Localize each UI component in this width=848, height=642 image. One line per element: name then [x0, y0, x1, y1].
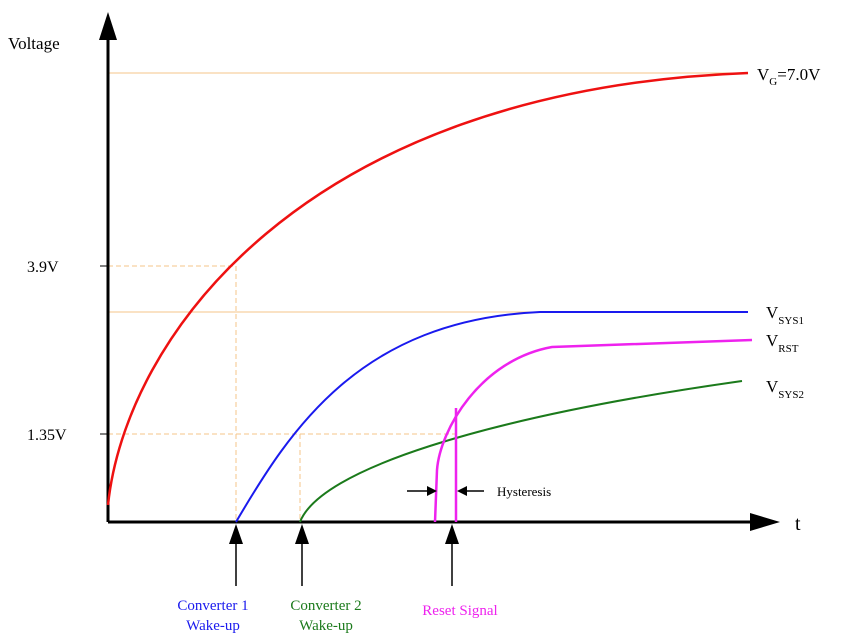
tick-label-3v9: 3.9V — [27, 259, 59, 276]
vg-label-sub: G — [769, 76, 777, 88]
reset-signal-label: Reset Signal — [422, 603, 497, 619]
x-axis-arrow — [750, 513, 780, 531]
converter2-event-arrowhead — [295, 524, 309, 544]
converter1-label-line2: Wake-up — [186, 618, 240, 634]
vsys1-label-base: V — [766, 303, 779, 322]
vsys2-label-sub: SYS2 — [778, 389, 804, 401]
hysteresis-label: Hysteresis — [497, 484, 551, 499]
y-axis-label: Voltage — [8, 34, 60, 53]
tick-label-1v35: 1.35V — [27, 427, 67, 444]
vsys1-label: VSYS1 — [766, 303, 804, 327]
vsys1-curve — [235, 311, 748, 523]
vg-label-suffix: =7.0V — [777, 65, 821, 84]
reset-event-arrowhead — [445, 524, 459, 544]
converter2-label-line2: Wake-up — [299, 618, 353, 634]
x-axis-label: t — [795, 513, 801, 535]
converter1-label-line1: Converter 1 — [177, 598, 248, 614]
vg-label-base: V — [757, 65, 770, 84]
vsys2-label: VSYS2 — [766, 377, 804, 401]
vsys2-curve — [299, 380, 743, 523]
hysteresis-right-arrowhead — [457, 486, 467, 496]
vrst-label-base: V — [766, 331, 779, 350]
hysteresis-left-arrowhead — [427, 486, 437, 496]
vrst-rise-curve — [433, 338, 753, 523]
y-axis-arrow — [99, 12, 117, 40]
vsys1-label-sub: SYS1 — [778, 315, 804, 327]
vg-curve — [106, 71, 749, 506]
vsys2-label-base: V — [766, 377, 779, 396]
vrst-label: VRST — [766, 331, 799, 355]
converter2-label-line1: Converter 2 — [290, 598, 361, 614]
converter1-event-arrowhead — [229, 524, 243, 544]
vg-label: VG=7.0V — [757, 65, 821, 88]
vrst-label-sub: RST — [778, 343, 798, 355]
